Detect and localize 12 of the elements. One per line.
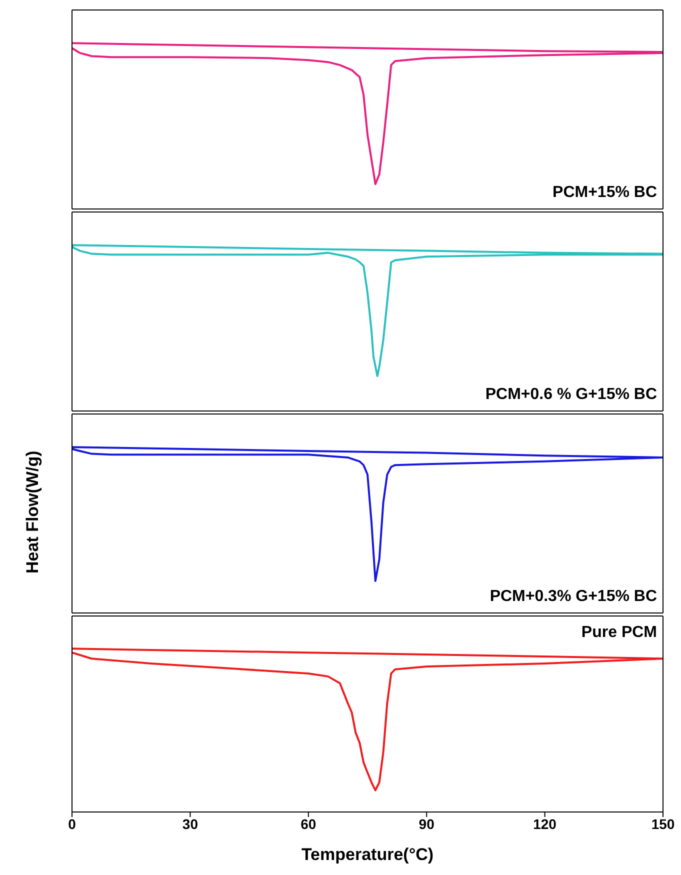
- text: PCM+15% BC: [552, 184, 657, 202]
- x-tick-label: 0: [68, 816, 76, 832]
- x-tick-label: 30: [182, 816, 198, 832]
- x-axis-title: Temperature(°C): [301, 845, 434, 864]
- text: PCM+0.6 % G+15% BC: [485, 386, 657, 404]
- y-axis-title: Heat Flow(W/g): [23, 450, 42, 574]
- text: PCM+0.3% G+15% BC: [490, 588, 657, 606]
- x-tick-label: 60: [300, 816, 316, 832]
- x-tick-label: 120: [533, 816, 557, 832]
- series-label: Pure PCM: [581, 624, 657, 642]
- x-tick-label: 90: [418, 816, 435, 832]
- x-tick-label: 150: [651, 816, 675, 832]
